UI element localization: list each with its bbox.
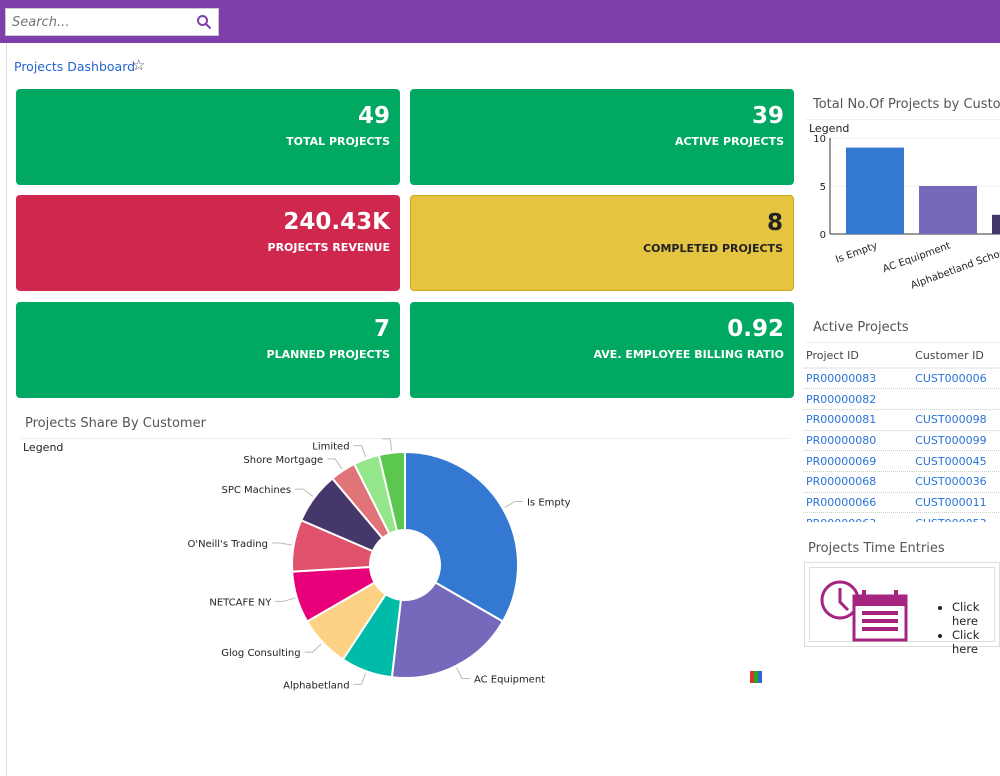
pie-leader-line bbox=[275, 597, 295, 602]
project-id-link[interactable]: PR00000082 bbox=[803, 388, 913, 410]
kpi-value: 8 bbox=[766, 210, 783, 236]
search-box[interactable] bbox=[5, 8, 219, 36]
active-projects-table[interactable]: Project ID Customer ID PR00000083 CUST0000… bbox=[803, 344, 1000, 522]
customer-id-link[interactable]: CUST000099 bbox=[912, 430, 1000, 452]
search-icon[interactable] bbox=[196, 14, 212, 30]
project-id-link[interactable]: PR00000081 bbox=[803, 409, 913, 431]
kpi-value: 39 bbox=[751, 103, 784, 129]
column-header[interactable]: Project ID bbox=[803, 344, 913, 369]
divider bbox=[6, 43, 7, 776]
kpi-tile[interactable]: 240.43K PROJECTS REVENUE bbox=[16, 195, 400, 291]
table-row[interactable]: PR00000080 CUST000099 bbox=[803, 430, 1000, 452]
project-id-link[interactable]: PR00000083 bbox=[803, 368, 913, 390]
calendar-clock-icon bbox=[820, 580, 908, 642]
favorite-star-icon[interactable]: ☆ bbox=[132, 56, 146, 74]
pie-label: Is Empty bbox=[527, 498, 571, 509]
pie-chart: Is Empty AC Equipment Alphabetland Glog Con… bbox=[188, 438, 571, 691]
table-row[interactable]: PR00000068 CUST000036 bbox=[803, 471, 1000, 493]
customer-id-link[interactable] bbox=[912, 388, 1000, 410]
kpi-label: PLANNED PROJECTS bbox=[266, 348, 390, 361]
pie-slice[interactable] bbox=[377, 450, 406, 533]
column-header[interactable]: Customer ID bbox=[912, 344, 1000, 369]
kpi-label: PROJECTS REVENUE bbox=[267, 241, 390, 254]
time-entry-link[interactable]: Click here bbox=[952, 600, 994, 628]
pie-leader-line bbox=[353, 672, 367, 685]
customer-id-link[interactable]: CUST000053 bbox=[912, 512, 1000, 522]
project-id-link[interactable]: PR00000068 bbox=[803, 471, 913, 493]
y-tick-label: 5 bbox=[820, 182, 826, 193]
project-id-link[interactable]: PR00000080 bbox=[803, 430, 913, 452]
pie-leader-line bbox=[295, 488, 314, 497]
pie-label: SPC Machines bbox=[222, 485, 292, 496]
table-row[interactable]: PR00000063CUST000053 bbox=[803, 512, 1000, 522]
pie-slice[interactable] bbox=[390, 581, 505, 679]
kpi-label: AVE. EMPLOYEE BILLING RATIO bbox=[593, 348, 784, 361]
pie-leader-line bbox=[353, 445, 367, 458]
kpi-tile[interactable]: 8 COMPLETED PROJECTS bbox=[410, 195, 794, 291]
project-id-link[interactable]: PR00000063 bbox=[803, 512, 913, 522]
pie-label: Limited bbox=[312, 442, 349, 453]
kpi-value: 7 bbox=[373, 316, 390, 342]
pie-label: O'Neill's Trading bbox=[188, 539, 268, 550]
table-row[interactable]: PR00000082 bbox=[803, 388, 1000, 410]
kpi-value: 240.43K bbox=[283, 209, 390, 235]
bar[interactable] bbox=[992, 214, 1000, 234]
kpi-tile[interactable]: 0.92 AVE. EMPLOYEE BILLING RATIO bbox=[410, 302, 794, 398]
pie-label: NETCAFE NY bbox=[209, 597, 272, 608]
pie-leader-line bbox=[271, 542, 292, 546]
table-row[interactable]: PR00000083 CUST000006 bbox=[803, 368, 1000, 390]
customer-id-link[interactable]: CUST000036 bbox=[912, 471, 1000, 493]
time-entry-link[interactable]: Click here bbox=[952, 628, 994, 656]
pie-label: Alphabetland bbox=[283, 680, 349, 691]
customer-id-link[interactable]: CUST000098 bbox=[912, 409, 1000, 431]
time-entries-panel: Click hereClick here bbox=[804, 562, 1000, 656]
table-row[interactable]: PR00000081 CUST000098 bbox=[803, 409, 1000, 431]
x-tick-label: Is Empty bbox=[834, 240, 879, 265]
kpi-tile[interactable]: 7 PLANNED PROJECTS bbox=[16, 302, 400, 398]
time-entries-title: Projects Time Entries bbox=[808, 541, 945, 556]
kpi-tile[interactable]: 39 ACTIVE PROJECTS bbox=[410, 89, 794, 185]
kpi-label: TOTAL PROJECTS bbox=[286, 135, 390, 148]
pie-leader-line bbox=[327, 458, 343, 470]
kpi-tile[interactable]: 49 TOTAL PROJECTS bbox=[16, 89, 400, 185]
active-projects-title: Active Projects bbox=[813, 320, 909, 335]
x-tick-label: Alphabetland School Co bbox=[909, 240, 1000, 291]
customer-id-link[interactable]: CUST000006 bbox=[912, 368, 1000, 390]
pie-label: Shore Mortgage bbox=[243, 455, 323, 466]
pie-slice[interactable] bbox=[404, 450, 519, 623]
kpi-label: COMPLETED PROJECTS bbox=[643, 242, 783, 255]
project-id-link[interactable]: PR00000066 bbox=[803, 492, 913, 514]
page-title[interactable]: Projects Dashboard bbox=[14, 59, 136, 74]
pie-leader-line bbox=[304, 643, 322, 653]
pie-label: AC Equipment bbox=[474, 674, 545, 685]
pie-leader-line bbox=[504, 501, 523, 508]
kpi-label: ACTIVE PROJECTS bbox=[674, 135, 784, 148]
bar[interactable] bbox=[919, 186, 977, 234]
kpi-value: 49 bbox=[357, 103, 390, 129]
pie-leader-line bbox=[456, 667, 470, 679]
table-row[interactable]: PR00000069 CUST000045 bbox=[803, 450, 1000, 472]
table-row[interactable]: PR00000066 CUST000011 bbox=[803, 492, 1000, 514]
customer-id-link[interactable]: CUST000011 bbox=[912, 492, 1000, 514]
pie-title: Projects Share By Customer bbox=[25, 416, 206, 431]
customer-id-link[interactable]: CUST000045 bbox=[912, 450, 1000, 472]
y-tick-label: 10 bbox=[813, 134, 826, 145]
pie-leader-line bbox=[382, 438, 393, 451]
top-bar bbox=[0, 0, 1000, 43]
bar-title: Total No.Of Projects by Customer bbox=[813, 97, 1000, 112]
pie-label: Glog Consulting bbox=[221, 648, 300, 659]
pie-legend-label: Legend bbox=[23, 441, 64, 454]
kpi-value: 0.92 bbox=[727, 316, 784, 342]
y-tick-label: 0 bbox=[820, 230, 826, 241]
chart-type-icon[interactable] bbox=[750, 671, 762, 683]
bar-legend-label: Legend bbox=[809, 122, 850, 135]
search-input[interactable] bbox=[6, 14, 196, 30]
bar[interactable] bbox=[846, 147, 904, 234]
project-id-link[interactable]: PR00000069 bbox=[803, 450, 913, 472]
